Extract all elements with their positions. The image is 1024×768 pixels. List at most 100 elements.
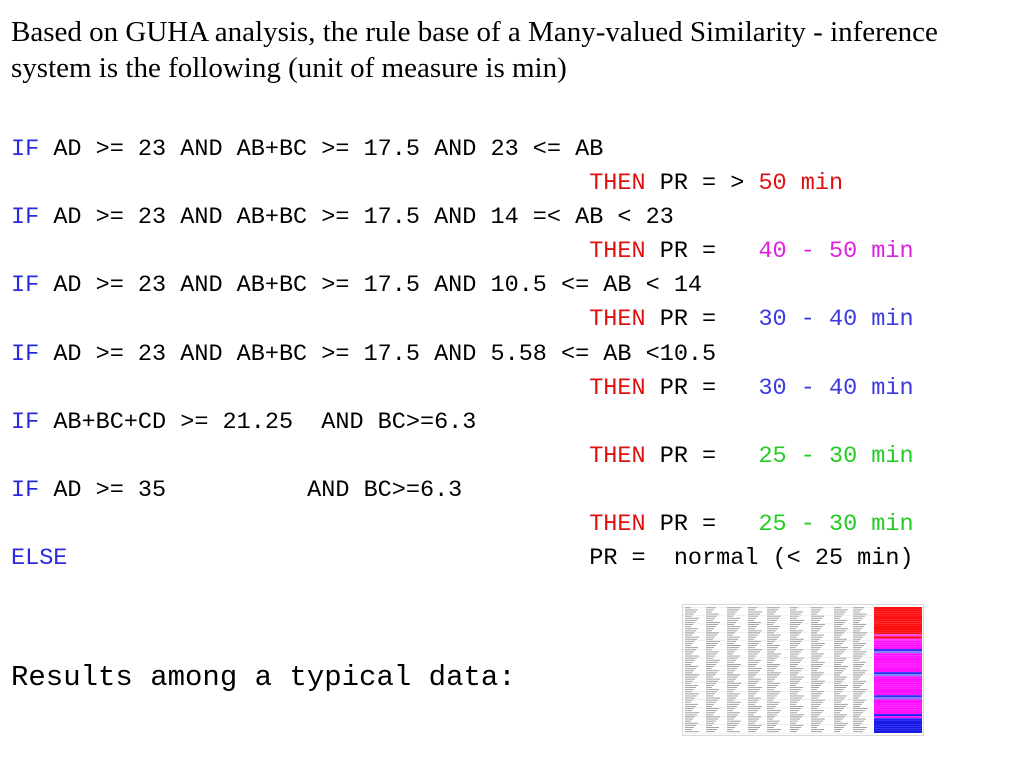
thumb-text xyxy=(748,674,756,676)
thumb-text xyxy=(706,682,716,684)
thumb-result-cell xyxy=(874,726,922,729)
thumb-text xyxy=(853,674,863,676)
thumb-text xyxy=(834,710,842,712)
thumb-text xyxy=(706,670,719,672)
thumb-text xyxy=(834,706,846,707)
thumb-text xyxy=(853,613,867,615)
thumb-text xyxy=(706,727,719,728)
thumb-text xyxy=(727,697,736,699)
thumb-text xyxy=(685,695,697,697)
thumb-text xyxy=(727,724,737,726)
thumb-text xyxy=(767,691,781,693)
thumb-text xyxy=(685,678,695,680)
thumb-text xyxy=(685,689,694,691)
thumb-text xyxy=(748,691,758,693)
thumb-text xyxy=(790,697,802,699)
thumb-text xyxy=(790,643,800,644)
thumb-text xyxy=(767,636,779,638)
thumb-text xyxy=(706,724,712,726)
thumb-result-cell xyxy=(874,623,922,626)
thumb-text xyxy=(685,672,692,674)
thumb-text xyxy=(834,607,841,609)
thumb-text xyxy=(706,697,720,699)
thumb-result-cell xyxy=(874,646,922,649)
thumb-text xyxy=(706,716,720,718)
thumb-result-cell xyxy=(874,651,922,654)
thumb-text xyxy=(685,626,691,628)
thumb-text xyxy=(706,703,714,705)
thumb-text xyxy=(790,680,800,682)
thumb-text xyxy=(685,645,691,646)
thumb-text xyxy=(748,724,762,726)
rule-condition: AD >= 23 AND AB+BC >= 17.5 AND 10.5 <= A… xyxy=(39,272,703,300)
thumb-text xyxy=(685,729,692,730)
thumb-text xyxy=(767,645,780,646)
thumb-text xyxy=(727,718,734,720)
thumb-text xyxy=(767,655,779,657)
thumb-text xyxy=(706,645,716,646)
thumb-text xyxy=(685,687,696,688)
thumb-text xyxy=(706,691,717,693)
thumb-text xyxy=(834,676,847,678)
thumb-text xyxy=(811,678,818,680)
thumb-text xyxy=(834,664,841,665)
thumb-text xyxy=(853,622,859,623)
rule-then-line: THEN PR = 40 - 50 min xyxy=(11,235,913,269)
thumb-text xyxy=(853,661,866,663)
thumb-text xyxy=(767,672,781,674)
rule-then-line: THEN PR = 30 - 40 min xyxy=(11,303,913,337)
thumb-text xyxy=(706,634,717,636)
thumb-text xyxy=(685,699,693,701)
thumb-text xyxy=(685,724,696,726)
thumb-text xyxy=(853,668,860,670)
thumb-text xyxy=(685,640,695,642)
thumb-text xyxy=(706,636,715,638)
thumb-text xyxy=(834,611,846,613)
thumb-text xyxy=(790,672,799,674)
thumb-text xyxy=(834,714,847,716)
thumb-text xyxy=(748,634,758,636)
thumb-text xyxy=(767,706,776,707)
thumb-text xyxy=(685,653,692,655)
thumb-result-cell xyxy=(874,625,922,628)
thumb-result-cell xyxy=(874,655,922,658)
thumb-text xyxy=(834,716,845,718)
thumb-text xyxy=(811,617,822,619)
thumb-text xyxy=(853,706,860,707)
thumb-result-cell xyxy=(874,730,922,733)
rule-if-line: IF AD >= 23 AND AB+BC >= 17.5 AND 5.58 <… xyxy=(11,338,914,372)
thumb-text xyxy=(767,615,781,617)
thumb-text xyxy=(727,674,740,676)
thumb-result-cell xyxy=(874,691,922,694)
thumb-text xyxy=(685,632,694,634)
thumb-text xyxy=(853,729,865,730)
pr-assignment: PR = xyxy=(645,374,759,402)
thumb-text xyxy=(727,626,741,628)
thumb-text xyxy=(853,657,861,659)
thumb-text xyxy=(767,651,774,653)
thumb-text xyxy=(767,697,775,699)
thumb-result-cell xyxy=(874,686,922,689)
thumb-text xyxy=(706,699,718,701)
thumb-text xyxy=(727,720,741,722)
thumb-text xyxy=(685,655,699,657)
thumb-text xyxy=(727,731,740,733)
thumb-text xyxy=(790,682,798,684)
thumb-text xyxy=(834,613,844,615)
thumb-text xyxy=(811,653,824,655)
thumb-text xyxy=(748,680,759,682)
thumb-text xyxy=(811,640,818,642)
thumb-text xyxy=(790,626,798,628)
thumb-text xyxy=(706,676,713,678)
thumb-result-cell xyxy=(874,703,922,706)
thumb-text xyxy=(685,668,696,670)
thumb-text xyxy=(790,710,799,712)
thumb-text xyxy=(685,643,693,644)
thumb-text xyxy=(706,632,719,634)
thumb-text xyxy=(811,661,825,663)
thumb-text xyxy=(853,653,865,655)
thumb-text xyxy=(727,640,736,642)
thumb-text xyxy=(748,678,761,680)
thumb-text xyxy=(811,632,817,634)
thumb-text xyxy=(727,727,735,728)
